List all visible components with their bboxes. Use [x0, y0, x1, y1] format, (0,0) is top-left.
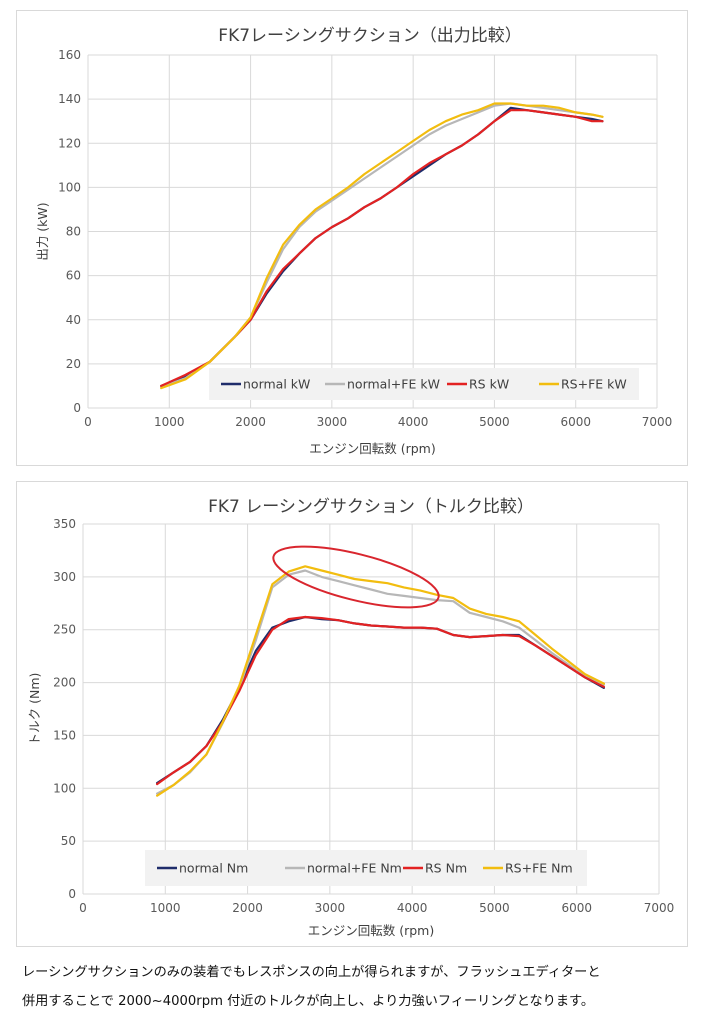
- y-tick-label: 100: [58, 180, 81, 194]
- power-chart: FK7レーシングサクション（出力比較）0 1000 2000 3000 4000 5000…: [35, 26, 673, 456]
- caption-line-1: レーシングサクションのみの装着でもレスポンスの向上が得られますが、フラッシュエデ…: [22, 965, 601, 980]
- power-chart-panel: FK7レーシングサクション（出力比較） 0 1000 2000 3000 4000 5000…: [16, 10, 688, 466]
- chart-title: FK7レーシングサクション（出力比較）: [218, 26, 521, 46]
- y-tick-label: 20: [66, 357, 81, 371]
- y-tick-label: 0: [68, 887, 76, 901]
- x-tick-label: 2000: [232, 901, 263, 915]
- x-tick-label: 3000: [317, 415, 348, 429]
- x-tick-label: 1000: [150, 901, 181, 915]
- x-tick-label: 0: [84, 415, 92, 429]
- y-tick-label: 250: [53, 623, 76, 637]
- y-tick-label: 120: [58, 136, 81, 150]
- series-line-4: [156, 565, 606, 797]
- highlight-ellipse: [272, 545, 440, 609]
- caption: レーシングサクションのみの装着でもレスポンスの向上が得られますが、フラッシュエデ…: [22, 958, 692, 1016]
- chart-title: FK7 レーシングサクション（トルク比較）: [208, 497, 534, 517]
- legend-label-2: normal+FE kW: [347, 377, 440, 392]
- torque-chart-panel: FK7 レーシングサクション（トルク比較） 0 1000 2000 3000 4000 50…: [16, 481, 688, 947]
- caption-line-2: 併用することで 2000~4000rpm 付近のトルクが向上し、より力強いフィー…: [22, 994, 595, 1009]
- x-tick-label: 4000: [398, 415, 429, 429]
- y-tick-label: 50: [61, 834, 76, 848]
- x-tick-label: 3000: [315, 901, 346, 915]
- legend-label-4: RS+FE kW: [561, 377, 627, 392]
- legend-label-2: normal+FE Nm: [307, 861, 402, 876]
- x-axis-label: エンジン回転数 (rpm): [309, 441, 435, 456]
- y-tick-label: 160: [58, 48, 81, 62]
- x-tick-label: 4000: [397, 901, 428, 915]
- legend-label-4: RS+FE Nm: [505, 861, 573, 876]
- x-tick-label: 5000: [479, 415, 510, 429]
- x-axis-label: エンジン回転数 (rpm): [308, 923, 434, 938]
- y-axis-label: トルク (Nm): [27, 673, 42, 746]
- x-tick-label: 1000: [154, 415, 185, 429]
- legend-label-1: normal kW: [243, 377, 310, 392]
- y-tick-label: 140: [58, 92, 81, 106]
- x-tick-label: 5000: [479, 901, 510, 915]
- x-tick-label: 6000: [560, 415, 591, 429]
- y-tick-label: 200: [53, 676, 76, 690]
- x-tick-label: 0: [79, 901, 87, 915]
- x-tick-label: 7000: [642, 415, 673, 429]
- y-tick-label: 100: [53, 781, 76, 795]
- legend-label-3: RS kW: [469, 377, 509, 392]
- y-tick-label: 350: [53, 517, 76, 531]
- x-tick-label: 7000: [644, 901, 675, 915]
- y-tick-label: 150: [53, 728, 76, 742]
- x-tick-label: 6000: [561, 901, 592, 915]
- y-tick-label: 40: [66, 313, 81, 327]
- series-line-2: [156, 569, 606, 795]
- legend-label-1: normal Nm: [179, 861, 248, 876]
- legend-box: [145, 850, 587, 886]
- series-line-4: [160, 102, 604, 390]
- y-tick-label: 60: [66, 269, 81, 283]
- y-axis-label: 出力 (kW): [35, 202, 50, 260]
- y-tick-label: 0: [73, 401, 81, 415]
- legend-label-3: RS Nm: [425, 861, 467, 876]
- y-tick-label: 80: [66, 225, 81, 239]
- legend-box: [209, 368, 639, 400]
- x-tick-label: 2000: [235, 415, 266, 429]
- y-tick-label: 300: [53, 570, 76, 584]
- series-line-3: [160, 109, 604, 387]
- torque-chart: FK7 レーシングサクション（トルク比較）0 1000 2000 3000 4000 50…: [27, 497, 675, 938]
